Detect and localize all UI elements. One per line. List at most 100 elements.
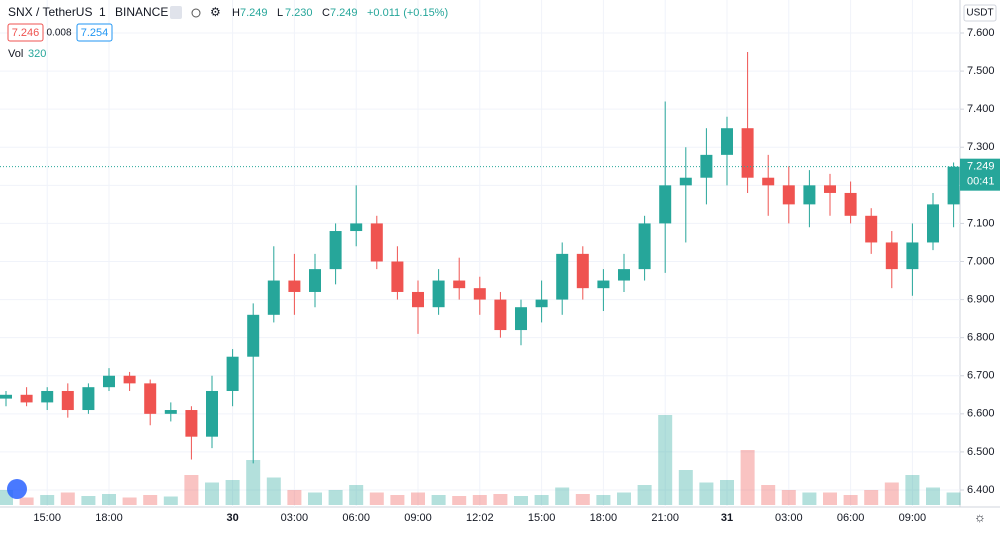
- candle-body: [618, 269, 630, 281]
- x-tick-label: 09:00: [899, 512, 927, 524]
- y-tick-label: 7.500: [967, 65, 995, 77]
- flag-icon[interactable]: [170, 6, 182, 19]
- volume-bar: [926, 487, 940, 505]
- volume-bar: [349, 485, 364, 505]
- candle-body: [412, 291, 424, 308]
- symbol: SNX / TetherUS: [8, 5, 92, 19]
- y-tick-label: 7.300: [967, 141, 995, 153]
- candle-body: [556, 253, 569, 300]
- candle-body: [782, 185, 795, 205]
- volume-bar: [19, 497, 34, 505]
- volume-bar: [823, 492, 837, 505]
- bid: 7.246: [12, 27, 40, 39]
- volume-bar: [946, 492, 961, 505]
- y-tick-label: 6.800: [967, 332, 995, 344]
- y-tick-label: 6.500: [967, 446, 995, 458]
- x-tick-label: 03:00: [775, 512, 803, 524]
- volume-bar: [369, 492, 384, 505]
- volume-bar: [637, 485, 652, 505]
- volume-bar: [699, 482, 714, 505]
- candle-body: [206, 390, 218, 437]
- y-tick-label: 6.600: [967, 408, 995, 420]
- candle-body: [103, 375, 115, 388]
- candle-body: [679, 177, 692, 186]
- y-tick-label: 7.600: [967, 27, 995, 39]
- candle-body: [350, 223, 363, 232]
- x-tick-label: 15:00: [33, 512, 61, 524]
- volume-bar: [617, 492, 631, 505]
- spread: 0.008: [46, 28, 71, 39]
- x-tick-label: 06:00: [342, 512, 370, 524]
- candle-body: [144, 383, 157, 414]
- candle-body: [61, 390, 74, 411]
- currency-box[interactable]: [963, 4, 997, 22]
- candle-body: [267, 280, 280, 315]
- logo[interactable]: [7, 479, 27, 499]
- bid-box[interactable]: [7, 23, 44, 42]
- ohlc-key: L: [277, 7, 283, 19]
- ask-box[interactable]: [76, 23, 113, 42]
- y-tick-label: 7.000: [967, 255, 995, 267]
- volume-bar: [102, 494, 116, 505]
- candle-body: [885, 242, 898, 270]
- candle-body: [803, 185, 816, 205]
- candle-body: [185, 410, 198, 437]
- volume-bar: [308, 492, 322, 505]
- interval: 1: [99, 5, 106, 19]
- volume-bar: [163, 496, 178, 505]
- candle-body: [370, 223, 383, 262]
- candle-body: [309, 269, 321, 292]
- candle-body: [762, 177, 775, 186]
- volume-bar: [60, 492, 75, 505]
- candle-body: [535, 299, 548, 308]
- price-label: 7.249: [967, 161, 995, 173]
- candle-body: [82, 387, 95, 411]
- legend: SNX / TetherUS 1 BINANCE ⚙ 7.246 0.008 7…: [7, 5, 448, 60]
- candle-body: [0, 394, 12, 399]
- settings-icon[interactable]: ⚙: [210, 5, 221, 19]
- exchange: BINANCE: [115, 5, 168, 19]
- volume-bar: [40, 495, 55, 505]
- candle-body: [288, 280, 301, 292]
- volume-bar: [184, 475, 199, 505]
- settings-icon[interactable]: ☼: [974, 509, 986, 524]
- candle-body: [741, 128, 754, 178]
- volume-bar: [81, 496, 96, 505]
- candle-body: [226, 356, 239, 391]
- eye-icon[interactable]: [191, 8, 201, 18]
- volume-bar: [431, 495, 446, 505]
- candle-body: [164, 410, 177, 414]
- candle-body: [865, 215, 878, 243]
- volume-bar: [390, 495, 405, 505]
- volume-bar: [678, 470, 693, 505]
- candle-body: [700, 154, 713, 178]
- volume-bar: [328, 490, 343, 505]
- candle-body: [329, 231, 342, 270]
- candle-body: [597, 280, 610, 289]
- x-tick-label: 31: [721, 512, 733, 524]
- y-tick-label: 7.100: [967, 217, 995, 229]
- volume-bar: [452, 496, 467, 505]
- volume-bar: [658, 415, 673, 505]
- candle-body: [515, 307, 527, 331]
- vol-label: Vol: [8, 48, 23, 60]
- candle-body: [391, 261, 404, 292]
- volume-bar: [122, 497, 137, 505]
- x-tick-label: 15:00: [528, 512, 556, 524]
- ask: 7.254: [81, 27, 109, 39]
- candle-body: [721, 128, 733, 155]
- y-tick-label: 6.400: [967, 484, 995, 496]
- x-tick-label: 18:00: [590, 512, 618, 524]
- volume-bar: [740, 450, 755, 505]
- volume-bar: [514, 496, 528, 505]
- volume-bar: [884, 482, 899, 505]
- candle-body: [20, 394, 33, 403]
- ohlc-value: 7.230: [285, 7, 313, 19]
- volume-bar: [802, 492, 817, 505]
- candle-body: [576, 253, 589, 289]
- candle-body: [123, 375, 136, 384]
- volume-bar: [761, 485, 776, 505]
- x-tick-label: 03:00: [281, 512, 309, 524]
